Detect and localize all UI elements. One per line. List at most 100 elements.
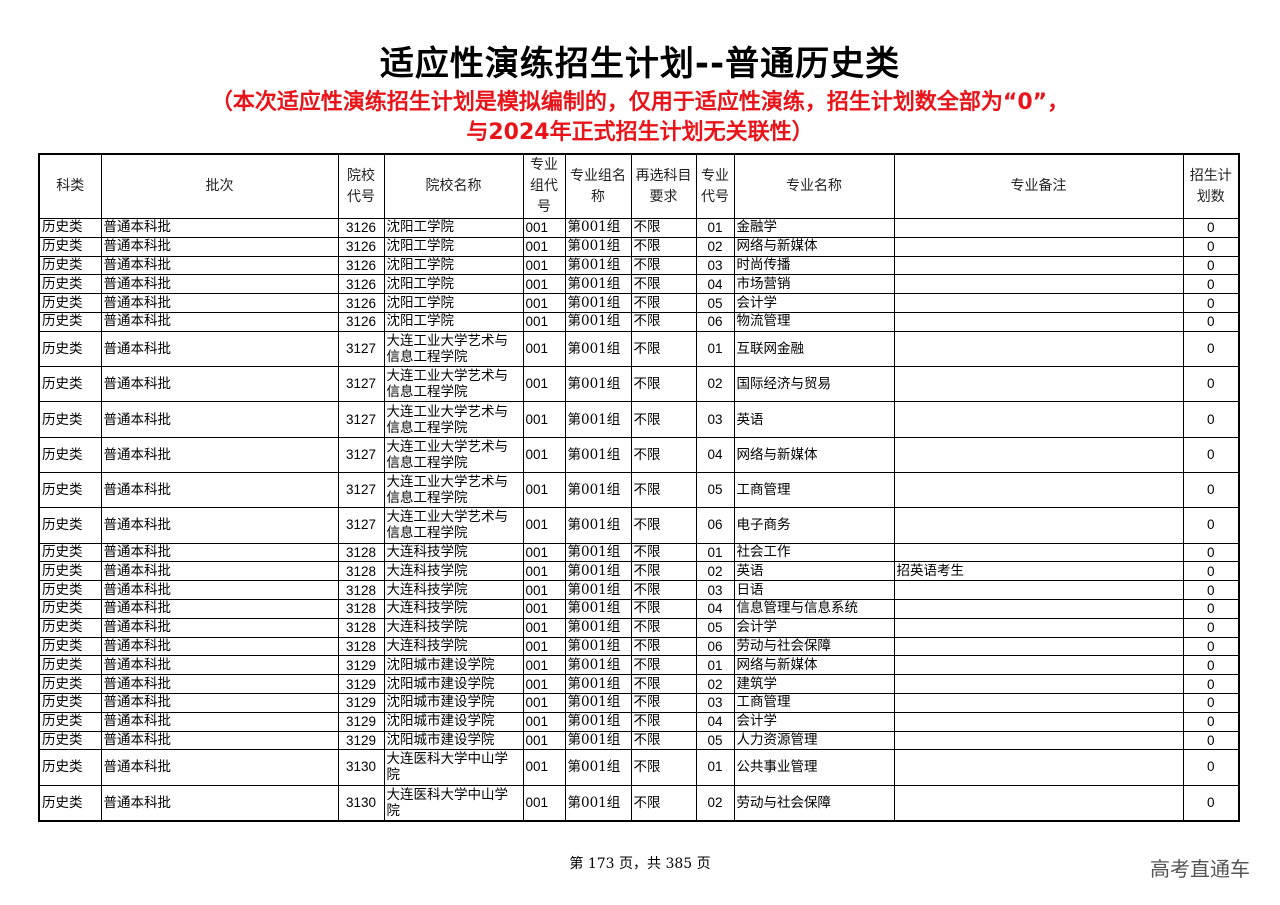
- table-cell: 历史类: [38, 436, 102, 473]
- table-cell: 普通本科批: [100, 507, 339, 544]
- table-row: 历史类 普通本科批 3130 大连医科大学中山学院 001 第001组 不限 02 劳动与社会保…: [38, 784, 1240, 822]
- table-cell: 沈阳工学院: [383, 293, 524, 313]
- table-cell: 第001组: [564, 580, 632, 600]
- table-cell: 05: [695, 730, 735, 751]
- table-row: 历史类 普通本科批 3129 沈阳城市建设学院 001 第001组 不限 01 网络与新媒体 0: [38, 655, 1240, 676]
- table-cell: 不限: [630, 436, 697, 473]
- table-cell: 3126: [337, 293, 385, 313]
- table-cell: 普通本科批: [100, 311, 339, 332]
- table-cell: 会计学: [733, 617, 895, 638]
- table-cell: 第001组: [564, 674, 632, 694]
- table-cell: 001: [522, 330, 566, 368]
- table-cell: [893, 471, 1184, 509]
- table-cell: 不限: [630, 655, 697, 676]
- table-row: 历史类 普通本科批 3126 沈阳工学院 001 第001组 不限 05 会计学 0: [38, 293, 1240, 313]
- table-row: 历史类 普通本科批 3130 大连医科大学中山学院 001 第001组 不限 01 公共事业管理…: [38, 749, 1240, 786]
- page-title: 适应性演练招生计划--普通历史类: [379, 44, 901, 84]
- table-cell: 大连科技学院: [383, 598, 524, 619]
- column-header: 专业组名称: [564, 153, 632, 219]
- table-cell: [893, 711, 1184, 732]
- table-cell: 网络与新媒体: [733, 236, 895, 257]
- table-cell: 大连工业大学艺术与信息工程学院: [383, 401, 524, 438]
- table-cell: [893, 730, 1184, 751]
- table-cell: 普通本科批: [100, 674, 339, 694]
- table-cell: [893, 655, 1184, 676]
- table-cell: 普通本科批: [100, 692, 339, 713]
- table-cell: 第001组: [564, 784, 632, 822]
- table-cell: 第001组: [564, 255, 632, 276]
- table-cell: [893, 255, 1184, 276]
- table-cell: 0: [1182, 674, 1240, 694]
- table-cell: [893, 436, 1184, 473]
- table-cell: 沈阳城市建设学院: [383, 655, 524, 676]
- table-cell: 不限: [630, 507, 697, 544]
- table-cell: 第001组: [564, 655, 632, 676]
- table-cell: 不限: [630, 561, 697, 582]
- table-cell: 历史类: [38, 274, 102, 295]
- table-cell: 大连科技学院: [383, 580, 524, 600]
- table-cell: 不限: [630, 711, 697, 732]
- table-cell: 06: [695, 311, 735, 332]
- table-cell: 001: [522, 636, 566, 657]
- table-cell: [893, 330, 1184, 368]
- table-cell: 0: [1182, 293, 1240, 313]
- table-cell: 历史类: [38, 330, 102, 368]
- table-cell: 历史类: [38, 617, 102, 638]
- table-cell: 不限: [630, 749, 697, 786]
- table-row: 历史类 普通本科批 3126 沈阳工学院 001 第001组 不限 06 物流管理 0: [38, 311, 1240, 332]
- table-cell: 建筑学: [733, 674, 895, 694]
- table-cell: 历史类: [38, 598, 102, 619]
- table-cell: 3130: [337, 784, 385, 822]
- table-cell: 历史类: [38, 255, 102, 276]
- table-cell: 历史类: [38, 561, 102, 582]
- table-cell: 0: [1182, 311, 1240, 332]
- table-cell: 不限: [630, 617, 697, 638]
- table-cell: 历史类: [38, 471, 102, 509]
- table-cell: 0: [1182, 255, 1240, 276]
- table-cell: 公共事业管理: [733, 749, 895, 786]
- table-cell: 第001组: [564, 730, 632, 751]
- table-cell: 3127: [337, 436, 385, 473]
- table-cell: 第001组: [564, 366, 632, 403]
- table-cell: 不限: [630, 366, 697, 403]
- table-cell: 001: [522, 580, 566, 600]
- table-cell: 0: [1182, 617, 1240, 638]
- table-cell: [893, 366, 1184, 403]
- table-cell: 沈阳工学院: [383, 218, 524, 238]
- table-cell: 第001组: [564, 293, 632, 313]
- table-cell: 不限: [630, 674, 697, 694]
- table-cell: 06: [695, 507, 735, 544]
- table-row: 历史类 普通本科批 3128 大连科技学院 001 第001组 不限 05 会计学 0: [38, 617, 1240, 638]
- table-cell: 普通本科批: [100, 471, 339, 509]
- table-cell: 普通本科批: [100, 561, 339, 582]
- table-cell: 0: [1182, 580, 1240, 600]
- table-cell: 3127: [337, 471, 385, 509]
- table-cell: 不限: [630, 255, 697, 276]
- table-cell: 历史类: [38, 749, 102, 786]
- table-cell: 001: [522, 436, 566, 473]
- table-cell: 大连医科大学中山学院: [383, 784, 524, 822]
- table-cell: 01: [695, 542, 735, 563]
- table-cell: 0: [1182, 598, 1240, 619]
- column-header: 专业代号: [695, 153, 735, 219]
- table-cell: 第001组: [564, 507, 632, 544]
- table-cell: 历史类: [38, 401, 102, 438]
- table-row: 历史类 普通本科批 3128 大连科技学院 001 第001组 不限 01 社会工作 0: [38, 542, 1240, 563]
- table-cell: 大连工业大学艺术与信息工程学院: [383, 330, 524, 368]
- table-cell: 第001组: [564, 236, 632, 257]
- table-cell: 04: [695, 598, 735, 619]
- table-cell: 普通本科批: [100, 784, 339, 822]
- table-cell: 第001组: [564, 311, 632, 332]
- table-cell: [893, 542, 1184, 563]
- table-cell: [893, 692, 1184, 713]
- table-cell: 大连科技学院: [383, 617, 524, 638]
- table-cell: [893, 293, 1184, 313]
- table-cell: 001: [522, 730, 566, 751]
- table-cell: 3127: [337, 330, 385, 368]
- table-cell: 工商管理: [733, 692, 895, 713]
- table-cell: 第001组: [564, 436, 632, 473]
- table-cell: 0: [1182, 636, 1240, 657]
- table-cell: 0: [1182, 784, 1240, 822]
- table-cell: 大连科技学院: [383, 542, 524, 563]
- table-row: 历史类 普通本科批 3127 大连工业大学艺术与信息工程学院 001 第001组 不限 01 互…: [38, 330, 1240, 368]
